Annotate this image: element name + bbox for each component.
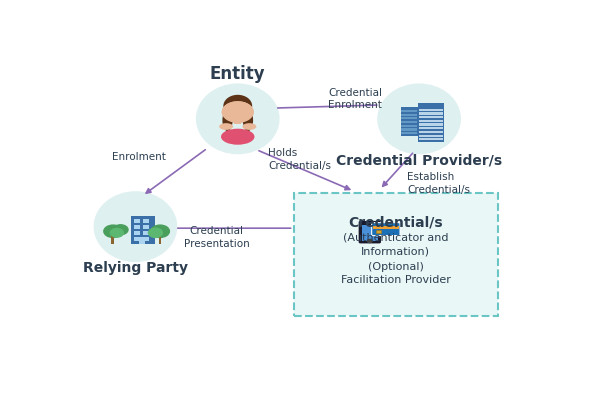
FancyBboxPatch shape xyxy=(143,231,149,235)
FancyBboxPatch shape xyxy=(419,116,443,118)
FancyBboxPatch shape xyxy=(359,221,381,244)
Ellipse shape xyxy=(223,110,233,131)
Text: Credential
Enrolment: Credential Enrolment xyxy=(328,88,382,110)
Ellipse shape xyxy=(196,84,280,154)
Circle shape xyxy=(104,225,122,238)
FancyBboxPatch shape xyxy=(371,223,400,236)
FancyBboxPatch shape xyxy=(401,114,417,116)
FancyBboxPatch shape xyxy=(419,124,443,126)
Text: Credential
Presentation: Credential Presentation xyxy=(184,226,250,249)
Circle shape xyxy=(367,240,372,242)
Ellipse shape xyxy=(223,95,252,117)
Ellipse shape xyxy=(242,123,256,130)
Circle shape xyxy=(148,228,163,238)
FancyBboxPatch shape xyxy=(158,235,161,244)
FancyBboxPatch shape xyxy=(401,110,417,112)
FancyBboxPatch shape xyxy=(139,238,145,244)
Text: Holds
Credential/s: Holds Credential/s xyxy=(268,148,331,171)
Text: Enrolment: Enrolment xyxy=(112,152,166,162)
FancyBboxPatch shape xyxy=(419,127,443,129)
FancyBboxPatch shape xyxy=(134,219,140,223)
FancyBboxPatch shape xyxy=(131,216,155,244)
FancyBboxPatch shape xyxy=(419,112,443,114)
Circle shape xyxy=(151,225,169,238)
Ellipse shape xyxy=(377,84,461,154)
FancyBboxPatch shape xyxy=(293,193,498,316)
Text: Relying Party: Relying Party xyxy=(83,261,188,275)
Ellipse shape xyxy=(221,129,254,145)
FancyBboxPatch shape xyxy=(134,225,140,229)
FancyBboxPatch shape xyxy=(419,109,443,111)
FancyBboxPatch shape xyxy=(143,219,149,223)
FancyBboxPatch shape xyxy=(401,117,417,120)
FancyBboxPatch shape xyxy=(234,117,241,124)
FancyBboxPatch shape xyxy=(111,235,113,244)
Ellipse shape xyxy=(243,110,253,131)
Ellipse shape xyxy=(219,123,233,130)
FancyBboxPatch shape xyxy=(143,237,149,240)
FancyBboxPatch shape xyxy=(419,134,443,137)
FancyBboxPatch shape xyxy=(419,120,443,122)
FancyBboxPatch shape xyxy=(401,128,417,130)
Text: Establish
Credential/s: Establish Credential/s xyxy=(407,172,470,195)
Text: Entity: Entity xyxy=(210,65,266,83)
FancyBboxPatch shape xyxy=(401,132,417,134)
FancyBboxPatch shape xyxy=(362,225,378,241)
FancyBboxPatch shape xyxy=(376,230,382,234)
FancyBboxPatch shape xyxy=(419,131,443,133)
FancyBboxPatch shape xyxy=(401,125,417,127)
FancyBboxPatch shape xyxy=(401,121,417,123)
Text: Credential Provider/s: Credential Provider/s xyxy=(336,154,502,168)
FancyBboxPatch shape xyxy=(419,138,443,140)
FancyBboxPatch shape xyxy=(401,106,418,136)
FancyBboxPatch shape xyxy=(143,225,149,229)
Text: (Optional)
Facilitation Provider: (Optional) Facilitation Provider xyxy=(341,262,451,285)
Circle shape xyxy=(223,102,253,122)
FancyBboxPatch shape xyxy=(134,237,140,240)
Ellipse shape xyxy=(94,191,178,262)
Text: (Authenticator and
Information): (Authenticator and Information) xyxy=(343,233,449,256)
FancyBboxPatch shape xyxy=(418,104,444,142)
Circle shape xyxy=(110,228,124,237)
FancyBboxPatch shape xyxy=(373,226,398,228)
Circle shape xyxy=(113,225,128,235)
Text: Credential/s: Credential/s xyxy=(349,215,443,229)
Circle shape xyxy=(223,102,253,122)
FancyBboxPatch shape xyxy=(134,231,140,235)
